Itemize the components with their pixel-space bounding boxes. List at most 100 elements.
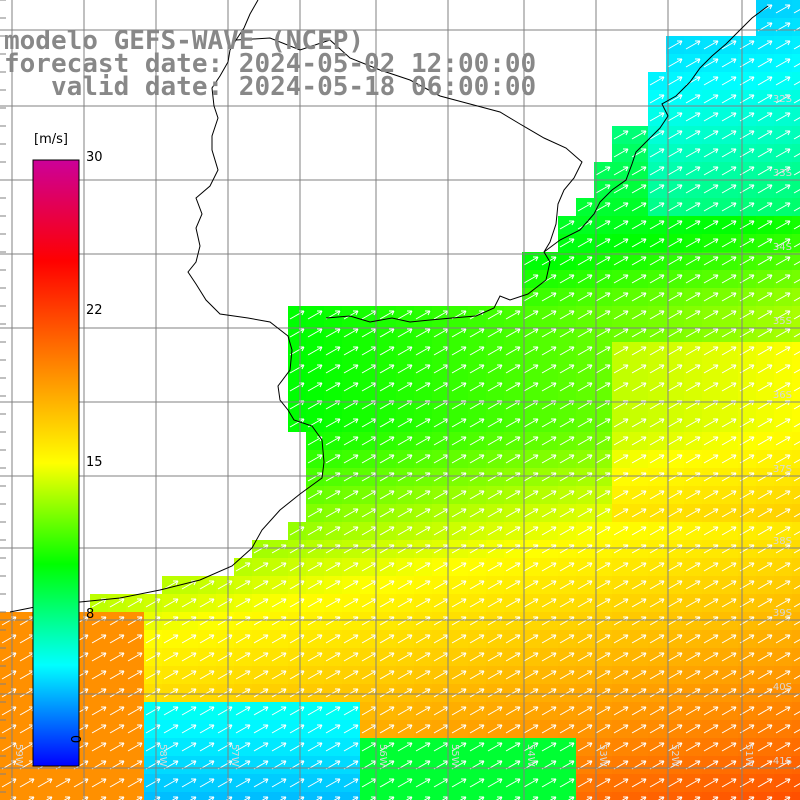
wind-arrow: [469, 742, 485, 752]
wind-arrow: [91, 670, 107, 680]
wind-arrow: [775, 598, 791, 608]
wind-arrow: [793, 512, 800, 518]
wind-arrow: [649, 238, 665, 248]
wind-arrow: [343, 634, 359, 644]
wind-arrow: [405, 796, 413, 800]
wind-arrow: [721, 382, 737, 392]
wind-arrow: [685, 652, 701, 662]
wind-arrow: [793, 116, 800, 122]
wind-arrow: [793, 368, 800, 374]
wind-arrow: [181, 724, 197, 734]
wind-arrow: [523, 490, 539, 500]
wind-speed-cell: [792, 432, 800, 450]
wind-arrow: [207, 796, 215, 800]
wind-arrow: [667, 634, 683, 644]
wind-speed-cell: [792, 54, 800, 72]
wind-arrow: [721, 346, 737, 356]
wind-arrow: [649, 742, 665, 752]
wind-arrow: [109, 652, 125, 662]
wind-arrow: [577, 598, 593, 608]
wind-arrow: [757, 724, 773, 734]
wind-arrow: [757, 184, 773, 194]
wind-arrow: [307, 310, 323, 320]
wind-arrow: [757, 328, 773, 338]
wind-arrow: [325, 598, 341, 608]
wind-arrow: [595, 562, 611, 572]
wind-arrow: [667, 346, 683, 356]
wind-arrow: [469, 454, 485, 464]
wind-arrow: [199, 706, 215, 716]
wind-arrow: [541, 598, 557, 608]
wind-arrow: [577, 652, 593, 662]
wind-arrow: [469, 670, 485, 680]
wind-arrow: [559, 220, 575, 230]
wind-arrow: [397, 508, 413, 518]
wind-arrow: [667, 436, 683, 446]
wind-arrow: [793, 332, 800, 338]
colorbar-tick-0: 0: [67, 735, 82, 744]
wind-arrow: [685, 598, 701, 608]
lon-label: 55W: [449, 744, 460, 767]
wind-arrow: [397, 562, 413, 572]
wind-arrow: [595, 706, 611, 716]
wind-arrow: [271, 688, 287, 698]
wind-arrow: [775, 580, 791, 590]
wind-arrow: [757, 688, 773, 698]
wind-arrow: [541, 706, 557, 716]
wind-arrow: [487, 328, 503, 338]
wind-arrow: [379, 436, 395, 446]
wind-arrow: [351, 796, 359, 800]
wind-arrow: [523, 256, 539, 266]
wind-arrow: [721, 292, 737, 302]
wind-arrow: [235, 562, 251, 572]
wind-speed-cell: [792, 486, 800, 504]
wind-arrow: [559, 562, 575, 572]
wind-arrow: [685, 490, 701, 500]
wind-arrow: [613, 166, 629, 176]
wind-arrow: [253, 598, 269, 608]
colorbar-tick-22: 22: [86, 303, 103, 318]
wind-arrow: [523, 382, 539, 392]
wind-arrow: [595, 742, 611, 752]
wind-arrow: [523, 580, 539, 590]
wind-speed-cell: [252, 792, 270, 800]
wind-speed-cell: [792, 594, 800, 612]
wind-arrow: [487, 364, 503, 374]
wind-speed-cell: [666, 792, 684, 800]
wind-arrow: [703, 274, 719, 284]
wind-arrow: [793, 8, 800, 14]
wind-arrow: [469, 328, 485, 338]
wind-arrow: [505, 310, 521, 320]
wind-arrow: [703, 166, 719, 176]
wind-arrow: [649, 94, 665, 104]
lat-label: 37S: [773, 464, 792, 475]
wind-arrow: [685, 274, 701, 284]
wind-arrow: [577, 364, 593, 374]
wind-arrow: [721, 508, 737, 518]
wind-speed-cell: [738, 792, 756, 800]
wind-arrow: [649, 598, 665, 608]
wind-arrow: [613, 742, 629, 752]
wind-arrow: [595, 598, 611, 608]
wind-arrow: [613, 562, 629, 572]
wind-arrow: [541, 778, 557, 788]
wind-arrow: [199, 580, 215, 590]
wind-arrow: [127, 778, 143, 788]
wind-arrow: [397, 346, 413, 356]
wind-arrow: [271, 724, 287, 734]
wind-arrow: [487, 562, 503, 572]
wind-arrow: [793, 386, 800, 392]
wind-arrow: [343, 436, 359, 446]
wind-speed-cell: [792, 666, 800, 684]
wind-speed-cell: [198, 792, 216, 800]
wind-arrow: [703, 40, 719, 50]
wind-arrow: [379, 508, 395, 518]
wind-speed-cell: [576, 792, 594, 800]
wind-arrow: [379, 706, 395, 716]
wind-arrow: [415, 706, 431, 716]
wind-speed-cell: [432, 792, 450, 800]
wind-arrow: [793, 440, 800, 446]
wind-arrow: [775, 94, 791, 104]
wind-speed-cell: [792, 270, 800, 288]
wind-arrow: [307, 706, 323, 716]
